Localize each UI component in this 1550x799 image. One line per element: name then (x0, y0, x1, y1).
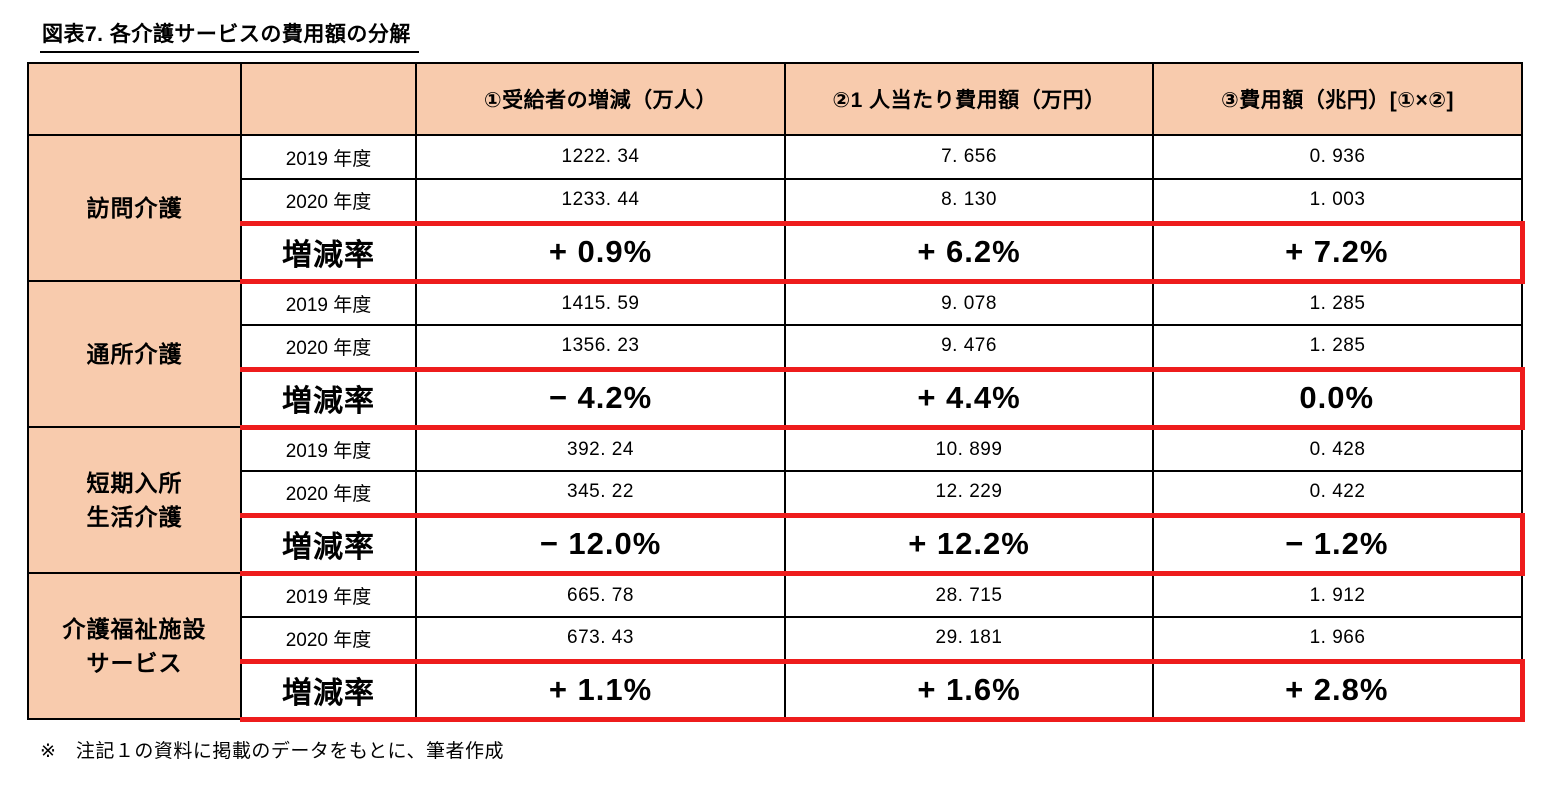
value-cell: 0. 422 (1152, 470, 1523, 516)
rate-value: + 1.6% (784, 658, 1154, 722)
year-label: 2019 年度 (240, 280, 417, 326)
rate-value: + 4.4% (784, 366, 1154, 430)
value-cell: 0. 936 (1152, 134, 1523, 180)
rate-label: 増減率 (240, 366, 417, 430)
value-cell: 1356. 23 (415, 324, 786, 370)
rate-row: 増減率 + 1.1% + 1.6% + 2.8% (28, 658, 1525, 722)
value-cell: 1. 285 (1152, 280, 1523, 326)
header-row: ①受給者の増減（万人） ②1 人当たり費用額（万円） ③費用額（兆円）[①×②] (27, 62, 1523, 136)
figure-title: 図表7. 各介護サービスの費用額の分解 (40, 16, 419, 53)
value-cell: 28. 715 (784, 572, 1154, 618)
year-label: 2019 年度 (240, 134, 417, 180)
value-cell: 665. 78 (415, 572, 786, 618)
rate-value: + 2.8% (1152, 658, 1525, 722)
rate-row: 増減率 − 4.2% + 4.4% 0.0% (28, 366, 1525, 430)
year-label: 2020 年度 (240, 616, 417, 662)
year-label: 2019 年度 (240, 426, 417, 472)
rate-value: 0.0% (1152, 366, 1525, 430)
value-cell: 1. 966 (1152, 616, 1523, 662)
table-row: 通所介護 2019 年度 1415. 59 9. 078 1. 285 (27, 280, 1523, 428)
value-cell: 29. 181 (784, 616, 1154, 662)
category-cell-home-visit-care: 訪問介護 (27, 134, 242, 282)
table-row: 介護福祉施設 サービス 2019 年度 665. 78 28. 715 1. 9… (27, 572, 1523, 720)
rate-value: + 6.2% (784, 220, 1154, 284)
rate-label: 増減率 (240, 220, 417, 284)
rate-value: − 12.0% (415, 512, 786, 576)
category-cell-welfare-facility-service: 介護福祉施設 サービス (27, 572, 242, 720)
rate-value: + 1.1% (415, 658, 786, 722)
table-row: 短期入所 生活介護 2019 年度 392. 24 10. 899 0. 428 (27, 426, 1523, 574)
value-cell: 1222. 34 (415, 134, 786, 180)
value-cell: 12. 229 (784, 470, 1154, 516)
value-cell: 1. 285 (1152, 324, 1523, 370)
rate-label: 増減率 (240, 658, 417, 722)
table-row: 2020 年度 673. 43 29. 181 1. 966 (28, 616, 1523, 662)
category-cell-short-stay-care: 短期入所 生活介護 (27, 426, 242, 574)
value-cell: 0. 428 (1152, 426, 1523, 472)
rate-value: + 12.2% (784, 512, 1154, 576)
year-label: 2019 年度 (240, 572, 417, 618)
rate-value: + 0.9% (415, 220, 786, 284)
column-header-total-cost: ③費用額（兆円）[①×②] (1152, 62, 1523, 136)
cost-breakdown-table: ①受給者の増減（万人） ②1 人当たり費用額（万円） ③費用額（兆円）[①×②]… (27, 62, 1525, 722)
rate-row: 増減率 − 12.0% + 12.2% − 1.2% (28, 512, 1525, 576)
figure-container: 図表7. 各介護サービスの費用額の分解 ①受給者の増減（万人） ②1 人当たり費… (27, 16, 1525, 762)
table-row: 2020 年度 1356. 23 9. 476 1. 285 (28, 324, 1523, 370)
year-label: 2020 年度 (240, 178, 417, 224)
header-blank-category (27, 62, 242, 136)
value-cell: 1415. 59 (415, 280, 786, 326)
value-cell: 9. 476 (784, 324, 1154, 370)
table-row: 2020 年度 1233. 44 8. 130 1. 003 (28, 178, 1523, 224)
value-cell: 1. 912 (1152, 572, 1523, 618)
value-cell: 392. 24 (415, 426, 786, 472)
column-header-recipients: ①受給者の増減（万人） (415, 62, 786, 136)
footnote: ※ 注記１の資料に掲載のデータをもとに、筆者作成 (40, 740, 504, 762)
value-cell: 345. 22 (415, 470, 786, 516)
year-label: 2020 年度 (240, 470, 417, 516)
value-cell: 10. 899 (784, 426, 1154, 472)
rate-value: + 7.2% (1152, 220, 1525, 284)
value-cell: 1233. 44 (415, 178, 786, 224)
year-label: 2020 年度 (240, 324, 417, 370)
rate-value: − 1.2% (1152, 512, 1525, 576)
rate-row: 増減率 + 0.9% + 6.2% + 7.2% (28, 220, 1525, 284)
value-cell: 1. 003 (1152, 178, 1523, 224)
header-blank-year (240, 62, 417, 136)
category-cell-day-care: 通所介護 (27, 280, 242, 428)
value-cell: 9. 078 (784, 280, 1154, 326)
table-row: 2020 年度 345. 22 12. 229 0. 422 (28, 470, 1523, 516)
table-row: 訪問介護 2019 年度 1222. 34 7. 656 0. 936 (27, 134, 1523, 282)
value-cell: 7. 656 (784, 134, 1154, 180)
value-cell: 8. 130 (784, 178, 1154, 224)
rate-label: 増減率 (240, 512, 417, 576)
rate-value: − 4.2% (415, 366, 786, 430)
column-header-cost-per-person: ②1 人当たり費用額（万円） (784, 62, 1154, 136)
value-cell: 673. 43 (415, 616, 786, 662)
